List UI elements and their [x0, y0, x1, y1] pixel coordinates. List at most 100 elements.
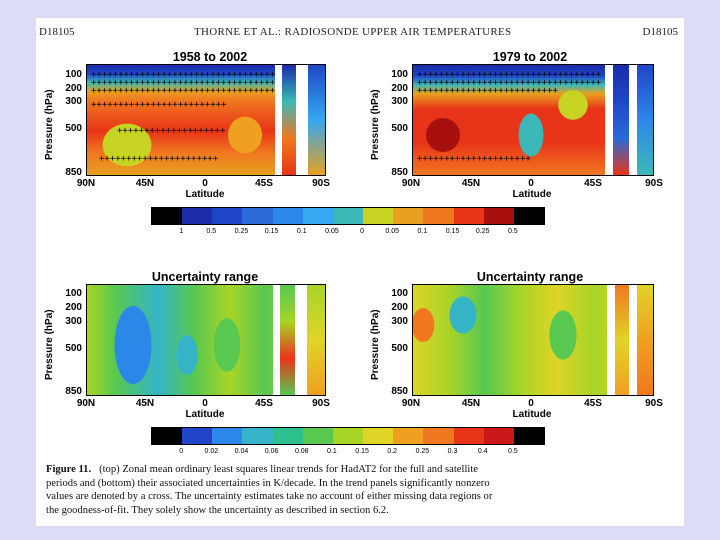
header-center: THORNE ET AL.: RADIOSONDE UPPER AIR TEMP…: [194, 26, 512, 38]
uncertainty-colorbar: [151, 427, 545, 445]
trend-colorbar-swatch-1: [182, 208, 213, 224]
trend-colorbar-tick-3: 0.15: [264, 228, 279, 235]
xtick-45s: 45S: [255, 178, 273, 189]
ytick-500: 500: [65, 123, 82, 134]
caption-line-4: the goodness-of-fit. They solely show th…: [46, 504, 389, 516]
ytick-100: 100: [65, 69, 82, 80]
xtick-45n: 45N: [135, 398, 155, 409]
trend-colorbar-tick-5: 0.05: [325, 228, 339, 235]
trend-colorbar-swatch-8: [393, 208, 424, 224]
uncertainty-colorbar-swatch-4: [272, 428, 303, 444]
uncertainty-colorbar-tick-6: 0.15: [355, 448, 369, 455]
uncertainty-colorbar-swatch-12: [513, 428, 545, 444]
ytick-200: 200: [65, 83, 82, 94]
trend-colorbar-swatch-0: [152, 208, 183, 224]
xtick-90n: 90N: [76, 178, 96, 189]
xtick-45n: 45N: [461, 398, 481, 409]
uncertainty-colorbar-swatch-1: [182, 428, 213, 444]
xtick-45s: 45S: [584, 398, 602, 409]
uncertainty-colorbar-swatch-10: [453, 428, 484, 444]
xlabel-bottom-left: Latitude: [185, 409, 225, 420]
xtick-0: 0: [202, 178, 208, 189]
xtick-45n: 45N: [461, 178, 481, 189]
ytick-500: 500: [391, 123, 408, 134]
uncertainty-colorbar-tick-8: 0.25: [415, 448, 430, 455]
panel-title-bottom-left: Uncertainty range: [151, 270, 259, 284]
panel-title-top-left: 1958 to 2002: [172, 50, 248, 64]
xtick-45n: 45N: [135, 178, 155, 189]
uncertainty-colorbar-tick-2: 0.04: [234, 448, 249, 455]
ytick-200: 200: [391, 83, 408, 94]
caption-line-2: periods and (bottom) their associated un…: [46, 477, 490, 489]
trend-colorbar-swatch-7: [363, 208, 394, 224]
xtick-90n: 90N: [401, 398, 421, 409]
uncertainty-colorbar-tick-4: 0.08: [294, 448, 309, 455]
uncertainty-colorbar-swatch-6: [332, 428, 364, 444]
xtick-0: 0: [528, 398, 534, 409]
figure-caption: Figure 11. (top) Zonal mean ordinary lea…: [46, 463, 646, 517]
uncertainty-colorbar-tick-10: 0.4: [477, 448, 488, 455]
ytick-300: 300: [391, 96, 408, 107]
ytick-100: 100: [391, 69, 408, 80]
ytick-500: 500: [391, 343, 408, 354]
uncertainty-plot-right: [412, 284, 654, 396]
trend-plot-1979-2002: ++++++++++++++++++++++++++++++++++ +++++…: [412, 64, 654, 176]
header-left: D18105: [39, 26, 75, 38]
trend-colorbar-tick-10: 0.25: [475, 228, 490, 235]
trend-colorbar-tick-2: 0.25: [234, 228, 249, 235]
xtick-45s: 45S: [255, 398, 273, 409]
trend-colorbar-swatch-4: [272, 208, 303, 224]
xtick-90n: 90N: [401, 178, 421, 189]
ytick-200: 200: [391, 302, 408, 313]
panel-title-bottom-right: Uncertainty range: [476, 270, 584, 284]
uncertainty-colorbar-swatch-11: [483, 428, 514, 444]
ytick-500: 500: [65, 343, 82, 354]
caption-line-3: values are denoted by a cross. The uncer…: [46, 491, 493, 503]
ytick-200: 200: [65, 302, 82, 313]
ytick-850: 850: [391, 386, 408, 397]
xtick-90n: 90N: [76, 398, 96, 409]
trend-colorbar-swatch-11: [483, 208, 514, 224]
ytick-850: 850: [65, 167, 82, 178]
ytick-300: 300: [65, 96, 82, 107]
xlabel-top-left: Latitude: [185, 189, 225, 200]
trend-colorbar-tick-4: 0.1: [296, 228, 307, 235]
xtick-90s: 90S: [645, 178, 663, 189]
uncertainty-colorbar-swatch-0: [152, 428, 183, 444]
trend-colorbar-tick-9: 0.15: [445, 228, 460, 235]
uncertainty-colorbar-tick-1: 0.02: [204, 448, 219, 455]
trend-colorbar-tick-0: 1: [179, 228, 184, 235]
trend-colorbar-swatch-3: [242, 208, 273, 224]
xtick-90s: 90S: [645, 398, 663, 409]
uncertainty-colorbar-tick-7: 0.2: [387, 448, 398, 455]
header-right: D18105: [642, 26, 678, 38]
uncertainty-colorbar-swatch-8: [393, 428, 424, 444]
uncertainty-colorbar-tick-11: 0.5: [507, 448, 518, 455]
uncertainty-colorbar-swatch-3: [242, 428, 273, 444]
trend-colorbar-swatch-12: [513, 208, 545, 224]
xlabel-bottom-right: Latitude: [512, 409, 552, 420]
uncertainty-colorbar-swatch-2: [212, 428, 243, 444]
trend-colorbar-tick-8: 0.1: [417, 228, 428, 235]
caption-line-1: Figure 11. (top) Zonal mean ordinary lea…: [46, 464, 478, 475]
panel-title-top-right: 1979 to 2002: [492, 50, 568, 64]
trend-colorbar-swatch-5: [302, 208, 333, 224]
xtick-90s: 90S: [312, 178, 330, 189]
xlabel-top-right: Latitude: [512, 189, 552, 200]
uncertainty-colorbar-tick-0: 0: [179, 448, 184, 455]
uncertainty-colorbar-swatch-9: [423, 428, 454, 444]
ytick-100: 100: [65, 288, 82, 299]
ytick-100: 100: [391, 288, 408, 299]
xtick-0: 0: [528, 178, 534, 189]
xtick-90s: 90S: [312, 398, 330, 409]
trend-colorbar: [151, 207, 545, 225]
ytick-850: 850: [391, 167, 408, 178]
caption-label: Figure 11.: [46, 464, 92, 475]
trend-colorbar-swatch-9: [423, 208, 454, 224]
uncertainty-colorbar-swatch-5: [302, 428, 333, 444]
ytick-300: 300: [391, 316, 408, 327]
trend-colorbar-tick-7: 0.05: [385, 228, 400, 235]
uncertainty-colorbar-tick-5: 0.1: [327, 448, 337, 455]
ytick-850: 850: [65, 386, 82, 397]
uncertainty-colorbar-tick-3: 0.06: [264, 448, 279, 455]
